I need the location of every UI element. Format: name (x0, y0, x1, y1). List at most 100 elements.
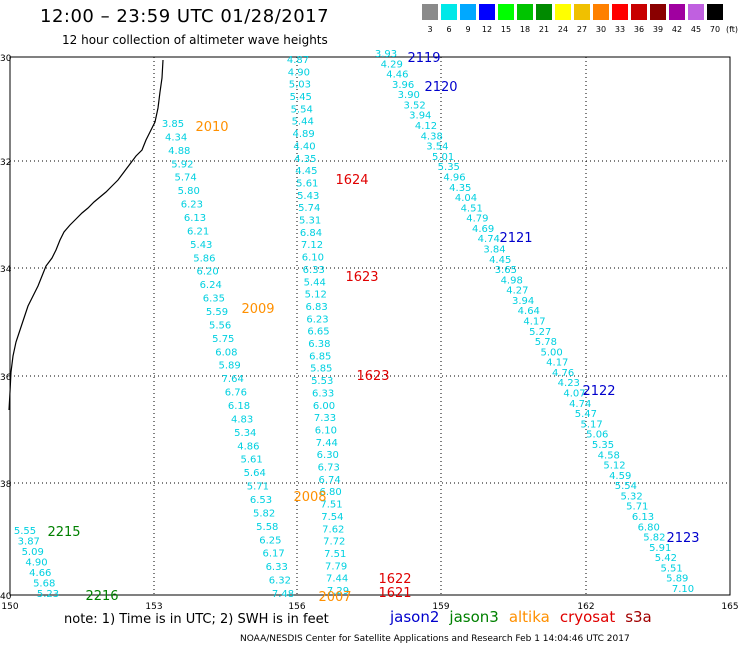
lat-label: 32 (0, 158, 11, 168)
wave-height-value: 4.34 (165, 132, 187, 143)
wave-height-value: 5.85 (310, 364, 332, 375)
pass-label: 1624 (335, 173, 368, 188)
wave-height-value: 4.90 (288, 67, 310, 78)
wave-height-value: 5.43 (297, 191, 319, 202)
lat-label: 40 (0, 592, 12, 602)
wave-height-value: 6.80 (638, 522, 660, 533)
wave-height-value: 7.10 (672, 584, 694, 595)
wave-height-value: 4.27 (506, 286, 528, 297)
wave-height-value: 5.35 (592, 440, 614, 451)
wave-height-value: 5.32 (620, 491, 642, 502)
scale-label: 30 (595, 25, 607, 34)
wave-height-value: 7.33 (314, 413, 336, 424)
wave-height-value: 7.51 (320, 500, 342, 511)
scale-swatch (612, 4, 628, 20)
wave-height-value: 5.86 (193, 253, 215, 264)
wave-height-value: 5.59 (206, 307, 228, 318)
scale-swatch (650, 4, 666, 20)
pass-label: 2216 (85, 589, 118, 604)
wave-height-value: 7.29 (327, 586, 349, 597)
wave-height-value: 5.71 (626, 502, 648, 513)
scale-swatch (479, 4, 495, 20)
wave-height-value: 6.83 (305, 302, 327, 313)
coastline-path (8, 59, 164, 411)
scale-label: 45 (690, 25, 702, 34)
lon-label: 162 (577, 602, 594, 612)
wave-height-value: 4.59 (609, 471, 631, 482)
wave-height-value: 3.52 (403, 100, 425, 111)
wave-height-value: 6.21 (187, 226, 209, 237)
wave-height-value: 7.51 (324, 549, 346, 560)
wave-height-value: 6.80 (319, 487, 341, 498)
wave-height-value: 3.54 (426, 142, 448, 153)
wave-height-value: 5.74 (298, 203, 320, 214)
lat-label: 38 (0, 480, 12, 490)
pass-label: 2010 (195, 120, 228, 135)
scale-label: 24 (557, 25, 569, 34)
wave-height-value: 5.54 (291, 104, 313, 115)
map-frame (9, 56, 731, 596)
pass-label: 2007 (318, 590, 351, 605)
pass-label: 1621 (378, 586, 411, 601)
wave-height-value: 6.74 (318, 475, 340, 486)
wave-height-value: 4.07 (563, 389, 585, 400)
legend-entry-jason3: jason3 (449, 608, 499, 626)
wave-height-value: 4.51 (461, 203, 483, 214)
scale-swatch (669, 4, 685, 20)
wave-height-value: 6.33 (266, 562, 288, 573)
scale-label: 42 (671, 25, 683, 34)
wave-height-value: 4.45 (489, 255, 511, 266)
wave-height-value: 5.42 (655, 553, 677, 564)
wave-height-value: 3.94 (409, 111, 431, 122)
wave-height-value: 7.44 (326, 574, 348, 585)
wave-height-value: 6.24 (200, 280, 222, 291)
wave-height-value: 7.44 (316, 438, 338, 449)
wave-height-value: 5.61 (296, 179, 318, 190)
wave-height-value: 4.74 (478, 234, 500, 245)
pass-label: 1623 (356, 369, 389, 384)
wave-height-value: 5.61 (240, 455, 262, 466)
wave-height-value: 4.74 (569, 399, 591, 410)
footer-credit: NOAA/NESDIS Center for Satellite Applica… (240, 634, 630, 644)
wave-height-value: 5.12 (603, 461, 625, 472)
wave-height-value: 4.89 (292, 129, 314, 140)
wave-height-value: 6.33 (312, 388, 334, 399)
wave-height-value: 5.56 (209, 320, 231, 331)
map-subtitle: 12 hour collection of altimeter wave hei… (62, 33, 328, 47)
wave-height-value: 3.90 (398, 90, 420, 101)
wave-height-value: 7.72 (323, 537, 345, 548)
wave-height-value: 6.65 (307, 327, 329, 338)
wave-height-value: 5.09 (22, 547, 44, 558)
scale-label: 9 (465, 25, 471, 34)
map-border (9, 56, 731, 596)
satellite-tracks: 3.85 4.34 4.88 5.92 5.74 5.80 6.23 6.13 6.21 5.43… (14, 49, 694, 600)
wave-height-value: 6.38 (308, 339, 330, 350)
scale-swatch (574, 4, 590, 20)
wave-height-value: 4.90 (25, 558, 47, 569)
pass-label: 2120 (424, 80, 457, 95)
wave-height-value: 5.01 (432, 152, 454, 163)
wave-height-value: 3.85 (162, 119, 184, 130)
wave-height-value: 4.88 (168, 146, 190, 157)
wave-height-value: 5.53 (311, 376, 333, 387)
wave-height-value: 4.17 (523, 317, 545, 328)
wave-height-value: 6.35 (203, 294, 225, 305)
scale-label: 3 (427, 25, 433, 34)
pass-label: 2008 (293, 490, 326, 505)
wave-height-value: 3.93 (375, 49, 397, 60)
wave-height-value: 5.06 (586, 430, 608, 441)
wave-height-value: 5.45 (290, 92, 312, 103)
wave-height-value: 6.18 (228, 401, 250, 412)
wave-height-value: 6.85 (309, 351, 331, 362)
wave-height-value: 5.31 (299, 216, 321, 227)
lon-label: 153 (145, 602, 162, 612)
wave-height-value: 6.84 (300, 228, 322, 239)
wave-height-value: 5.44 (304, 277, 326, 288)
wave-height-value: 6.25 (259, 535, 281, 546)
wave-height-value: 7.79 (325, 561, 347, 572)
wave-height-value: 4.66 (29, 568, 51, 579)
wave-height-value: 3.65 (495, 265, 517, 276)
lon-label: 165 (721, 602, 738, 612)
